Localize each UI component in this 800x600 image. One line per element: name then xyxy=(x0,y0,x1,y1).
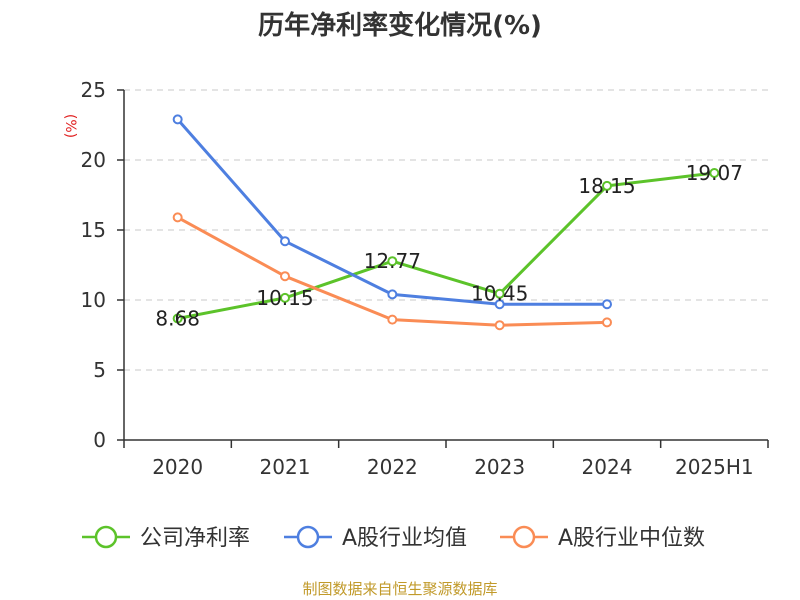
data-point xyxy=(602,180,612,191)
y-axis-label: (%) xyxy=(62,114,78,138)
x-tick-label: 2020 xyxy=(152,455,203,479)
data-point xyxy=(387,256,398,267)
series-line xyxy=(176,118,607,306)
data-label: 18.15 xyxy=(578,174,635,198)
y-tick-label: 25 xyxy=(81,78,106,102)
data-label: 12.77 xyxy=(364,249,421,273)
y-tick-label: 20 xyxy=(81,148,106,172)
legend-label: A股行业中位数 xyxy=(558,526,705,551)
y-tick-label: 0 xyxy=(93,428,106,452)
x-tick-label: 2024 xyxy=(582,455,633,479)
x-tick-label: 2025H1 xyxy=(675,455,754,479)
x-tick-label: 2022 xyxy=(367,455,418,479)
data-label: 19.07 xyxy=(686,161,743,185)
legend-label: A股行业均值 xyxy=(342,526,467,551)
data-point xyxy=(494,288,505,299)
legend-item: A股行业中位数 xyxy=(500,525,705,551)
source-note: 制图数据来自恒生聚源数据库 xyxy=(302,580,497,598)
data-point xyxy=(387,314,398,325)
y-tick-label: 15 xyxy=(81,218,106,242)
data-point xyxy=(280,271,290,282)
data-point xyxy=(280,292,290,303)
data-point xyxy=(709,168,720,179)
y-tick-label: 5 xyxy=(93,358,106,382)
series-line xyxy=(177,171,715,320)
data-point xyxy=(172,212,183,223)
series-lines xyxy=(172,114,720,331)
data-point xyxy=(494,299,505,310)
legend: 公司净利率 A股行业均值 A股行业中位数 xyxy=(82,525,705,551)
data-point xyxy=(172,114,183,125)
x-tick-label: 2023 xyxy=(474,455,525,479)
data-labels: 8.68 10.15 12.77 10.45 18.15 19.07 xyxy=(155,161,743,330)
legend-item: 公司净利率 xyxy=(82,525,250,551)
legend-label: 公司净利率 xyxy=(140,526,250,551)
data-point xyxy=(280,236,290,247)
data-label: 10.45 xyxy=(471,282,528,306)
series-1 xyxy=(172,114,612,310)
legend-marker xyxy=(296,525,320,549)
data-point xyxy=(172,313,183,324)
legend-marker xyxy=(512,525,536,549)
data-point xyxy=(602,317,612,328)
x-tick-label: 2021 xyxy=(260,455,311,479)
data-point xyxy=(494,320,505,331)
series-2 xyxy=(172,212,612,331)
legend-item: A股行业均值 xyxy=(284,525,467,551)
legend-marker xyxy=(94,525,118,549)
series-0 xyxy=(172,168,720,324)
data-label: 8.68 xyxy=(155,306,200,330)
grid-lines xyxy=(124,89,768,371)
data-label: 10.15 xyxy=(256,286,313,310)
chart-title: 历年净利率变化情况(%) xyxy=(258,10,542,41)
data-point xyxy=(602,299,612,310)
data-point xyxy=(387,289,398,300)
axes: 0 5 10 15 20 25 2020 2021 2022 2023 2024 2025H1 xyxy=(81,78,769,479)
y-tick-label: 10 xyxy=(81,288,106,312)
